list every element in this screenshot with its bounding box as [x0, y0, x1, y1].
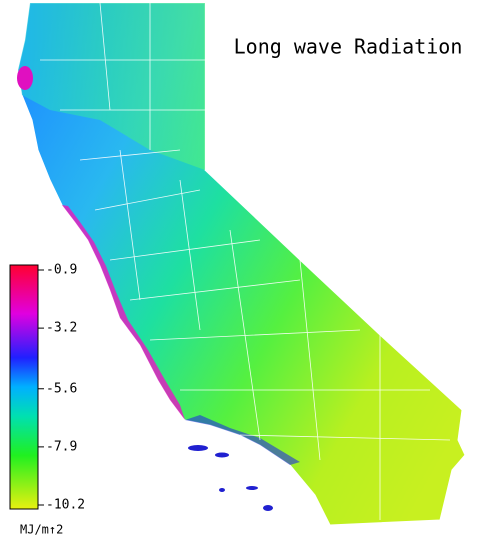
north-region: [18, 3, 205, 170]
title: Long wave Radiation: [234, 35, 463, 59]
county-lines: [40, 2, 451, 520]
california: [17, 2, 466, 526]
coastal-band: [62, 205, 185, 420]
colorbar-tick-label: -10.2: [46, 498, 85, 513]
islands: [188, 445, 273, 511]
colorbar-tick-label: -3.2: [46, 321, 77, 336]
colorbar-tick-label: -7.9: [46, 439, 77, 454]
colorbar-tick-label: -0.9: [46, 263, 77, 278]
coastal-blue: [185, 415, 300, 465]
colorbar-tick-label: -5.6: [46, 381, 77, 396]
hotspot: [17, 66, 33, 90]
colorbar: [9, 264, 39, 510]
colorbar-unit: MJ/m↑2: [20, 523, 63, 537]
